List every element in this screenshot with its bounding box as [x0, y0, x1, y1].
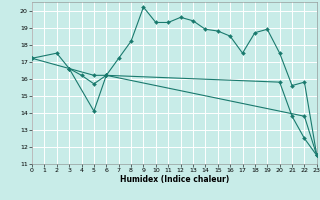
X-axis label: Humidex (Indice chaleur): Humidex (Indice chaleur) [120, 175, 229, 184]
